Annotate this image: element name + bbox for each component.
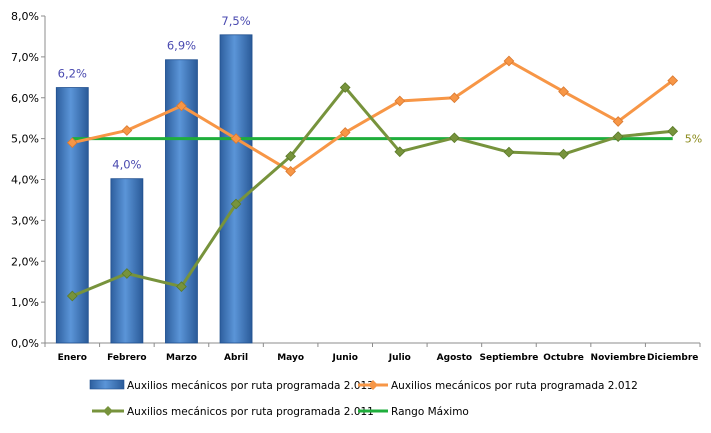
line-point [667, 75, 679, 86]
line-point [449, 92, 460, 104]
line-point [230, 198, 242, 210]
legend: Auxilios mecánicos por ruta programada 2… [89, 379, 638, 418]
line-point [285, 165, 296, 177]
lines-layer [66, 55, 679, 302]
x-tick-label: Agosto [437, 353, 472, 363]
line-point [176, 281, 187, 292]
line-point [339, 82, 351, 93]
x-tick-label: Junio [331, 353, 357, 363]
x-tick-label: Mayo [277, 353, 304, 363]
line-point [449, 132, 460, 144]
legend-swatch-marker [103, 406, 113, 416]
y-tick-label: 2,0% [11, 255, 39, 268]
x-tick-label: Octubre [543, 353, 584, 363]
y-tick-label: 4,0% [11, 174, 39, 187]
axes: 0,0% 1,0% 2,0% 3,0% 4,0% 5,0% 6,0% 7,0% 8,0% Ener… [11, 10, 701, 363]
bar-data-label: 4,0% [112, 158, 141, 172]
bar [110, 178, 144, 344]
y-tick-label: 5,0% [11, 133, 39, 146]
line-point [667, 125, 679, 137]
bar [55, 87, 89, 344]
y-tick-label: 0,0% [11, 337, 39, 350]
line-point [230, 133, 242, 144]
line-point [558, 148, 569, 160]
line-point [612, 116, 624, 127]
x-tick-label: Diciembre [647, 353, 698, 363]
x-tick-label: Julio [388, 353, 411, 363]
bar-data-label: 6,9% [167, 39, 196, 53]
legend-swatch-marker [368, 380, 378, 390]
y-tick-label: 3,0% [11, 214, 39, 227]
y-tick-label: 8,0% [11, 10, 39, 23]
line-point [503, 55, 515, 67]
legend-label: Auxilios mecánicos por ruta programada 2… [127, 406, 374, 418]
line-point [503, 146, 515, 158]
y-tick-label: 7,0% [11, 51, 39, 64]
y-tick-label: 1,0% [11, 296, 39, 309]
bar-data-label: 7,5% [221, 14, 250, 28]
legend-label: Auxilios mecánicos por ruta programada 2… [127, 380, 374, 392]
line-point [285, 150, 296, 162]
range-value-label: 5% [685, 133, 702, 146]
legend-label: Auxilios mecánicos por ruta programada 2… [391, 380, 638, 392]
x-tick-label: Marzo [166, 353, 197, 363]
bars-layer [55, 34, 253, 344]
bar-data-label: 6,2% [58, 67, 87, 81]
series-line [71, 86, 673, 298]
line-point [339, 127, 351, 138]
line-point [394, 146, 406, 158]
line-point [66, 290, 78, 302]
x-tick-label: Febrero [107, 353, 147, 363]
line-point [558, 86, 569, 97]
labels-layer: 6,2% 4,0% 6,9% 7,5% 5% [58, 14, 702, 172]
legend-label: Rango Máximo [391, 406, 469, 418]
line-point [121, 125, 133, 136]
x-tick-label: Noviembre [591, 353, 646, 363]
x-tick-label: Abril [224, 353, 248, 363]
x-tick-label: Septiembre [480, 353, 539, 363]
line-point [121, 268, 133, 279]
series-line [71, 59, 674, 173]
legend-swatch-bar [89, 379, 125, 390]
line-point [612, 131, 624, 142]
y-tick-label: 6,0% [11, 92, 39, 105]
bar [165, 59, 198, 344]
x-tick-label: Enero [58, 353, 87, 363]
line-point [66, 137, 78, 149]
line-point [394, 95, 406, 107]
bar [219, 34, 253, 344]
line-point [176, 100, 187, 112]
